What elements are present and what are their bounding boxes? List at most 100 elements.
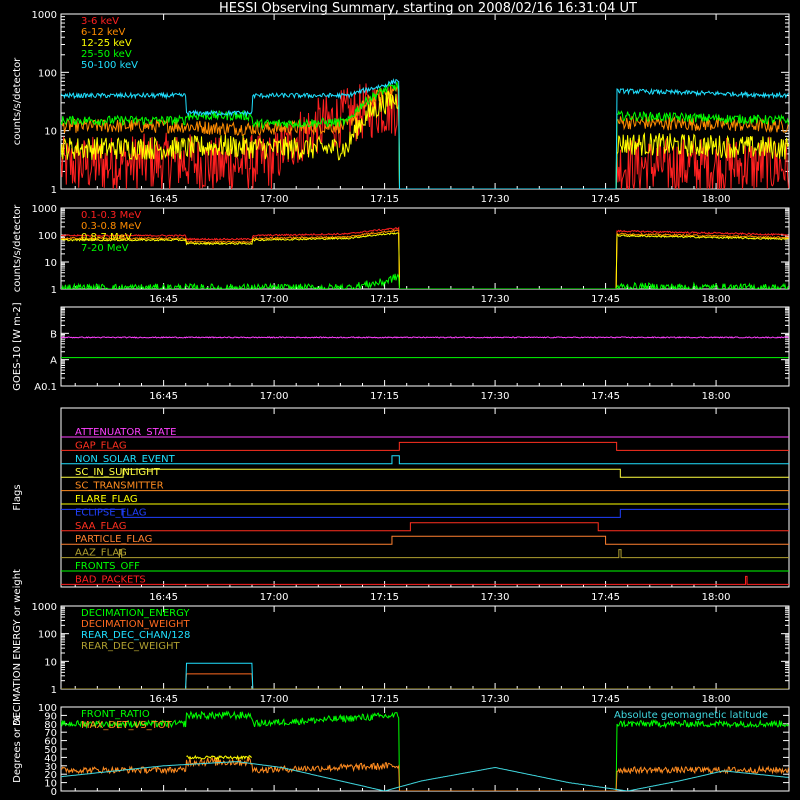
series-line [61,81,789,189]
y-axis-label: counts/s/detector [12,204,23,292]
panel-rates-low: 16:45 17:00 17:15 17:30 17:45 18:00 1 10 100 1000… [12,10,790,205]
flag-label: NON_SOLAR_EVENT [75,454,176,465]
y-tick-label: 10 [44,127,57,138]
y-tick-label: 10 [44,779,57,790]
y-tick-label: 1000 [32,10,57,21]
legend-entry: 6-12 keV [81,27,125,38]
legend-entry: 7-20 MeV [81,243,129,254]
legend-entry: 0.1-0.3 MeV [81,210,141,221]
time-tick-label: 17:30 [481,592,510,603]
series-line [61,756,789,791]
time-tick-label: 17:45 [591,694,620,705]
flag-line-gap-flag [61,441,789,451]
series-line [186,754,252,761]
plot-area [61,336,789,359]
legend-entry: Absolute geomagnetic latitude [614,710,768,721]
flag-label: GAP_FLAG [75,440,127,451]
flag-label: BAD_PACKETS [75,574,146,585]
y-tick-label: 0 [51,787,57,798]
flag-label: FLARE_FLAG [75,494,138,505]
time-tick-label: 18:00 [702,294,731,305]
panel-flags: 16:45 17:00 17:15 17:30 17:45 18:00 Flags ATTEN… [12,407,790,603]
time-tick-label: 17:15 [370,592,399,603]
time-tick-label: 18:00 [702,694,731,705]
flag-line-saa-flag [61,522,789,532]
y-tick-label: 30 [44,762,57,773]
series-line [61,710,789,791]
legend-entry: 12-25 keV [81,38,132,49]
panel-decimation: 16:45 17:00 17:15 17:30 17:45 18:00 1 10 100 1000… [12,569,790,726]
y-tick-label: 90 [44,711,57,722]
y-tick-label: 100 [38,630,57,641]
flag-label: ECLIPSE_FLAG [75,507,146,518]
flag-label: AAZ_FLAG [75,548,127,559]
plot-area [61,436,789,585]
series-line [61,90,789,189]
time-tick-label: 16:45 [149,694,178,705]
flag-line-sc-in-sunlight [61,468,789,478]
y-tick-label: 60 [44,737,57,748]
time-tick-label: 18:00 [702,592,731,603]
series-line [61,229,789,289]
legend-entry: DECIMATION_ENERGY [81,608,190,619]
time-tick-label: 17:30 [481,391,510,402]
plot-area [61,710,789,791]
y-tick-label: 1000 [32,602,57,613]
flag-label: SAA_FLAG [75,521,126,532]
figure-title: HESSI Observing Summary, starting on 200… [219,1,637,16]
legend-entry: 0.8-7 MeV [81,232,132,243]
legend-entry: REAR_DEC_WEIGHT [81,641,180,652]
panel-rates-high: 16:45 17:00 17:15 17:30 17:45 18:00 1 10 100 1000… [12,204,790,305]
series-line [61,273,789,289]
time-tick-label: 16:45 [149,294,178,305]
time-tick-label: 16:45 [149,391,178,402]
y-tick-label: A [50,356,57,367]
y-tick-label: 80 [44,720,57,731]
y-axis-label: DECIMATION ENERGY or weight [12,569,23,726]
time-tick-label: 17:45 [591,592,620,603]
series-line [61,761,789,791]
legend-entry: DECIMATION_WEIGHT [81,619,190,630]
time-tick-label: 17:00 [260,294,289,305]
time-tick-label: 17:15 [370,294,399,305]
y-axis-label: GOES-10 [W m-2] [12,302,23,390]
y-tick-label: 10 [44,657,57,668]
time-tick-label: 17:15 [370,391,399,402]
time-tick-label: 17:45 [591,294,620,305]
time-tick-label: 17:00 [260,694,289,705]
flag-line-non-solar-event [61,455,789,465]
flag-label: PARTICLE_FLAG [75,534,152,545]
flag-line-bad-packets [61,575,789,585]
plot-area [61,77,789,189]
flag-label: SC_IN_SUNLIGHT [75,467,161,478]
panel-frame [60,306,790,387]
y-tick-label: 100 [38,68,57,79]
y-tick-label: 20 [44,770,57,781]
y-axis-label: Degrees or % [12,715,23,783]
time-tick-label: 17:15 [370,694,399,705]
y-tick-label: 1 [51,185,57,196]
time-tick-label: 17:30 [481,194,510,205]
y-tick-label: 100 [38,231,57,242]
legend-entry: 50-100 keV [81,60,138,71]
time-tick-label: 18:00 [702,194,731,205]
series-line [61,84,789,189]
time-tick-label: 17:30 [481,694,510,705]
panel-frame [60,407,790,588]
flag-line-aaz-flag [61,549,789,559]
legend-entry: 3-6 keV [81,16,119,27]
series-line [61,226,789,289]
y-tick-label: 100 [38,703,57,714]
plot-area [61,226,789,289]
y-tick-label: 70 [44,728,57,739]
time-tick-label: 17:30 [481,294,510,305]
legend-entry: REAR_DEC_CHAN/128 [81,630,190,641]
time-tick-label: 17:00 [260,391,289,402]
flag-label: ATTENUATOR_STATE [75,427,176,438]
y-tick-label: 1 [51,285,57,296]
time-tick-label: 17:45 [591,194,620,205]
y-tick-label: 1 [51,685,57,696]
